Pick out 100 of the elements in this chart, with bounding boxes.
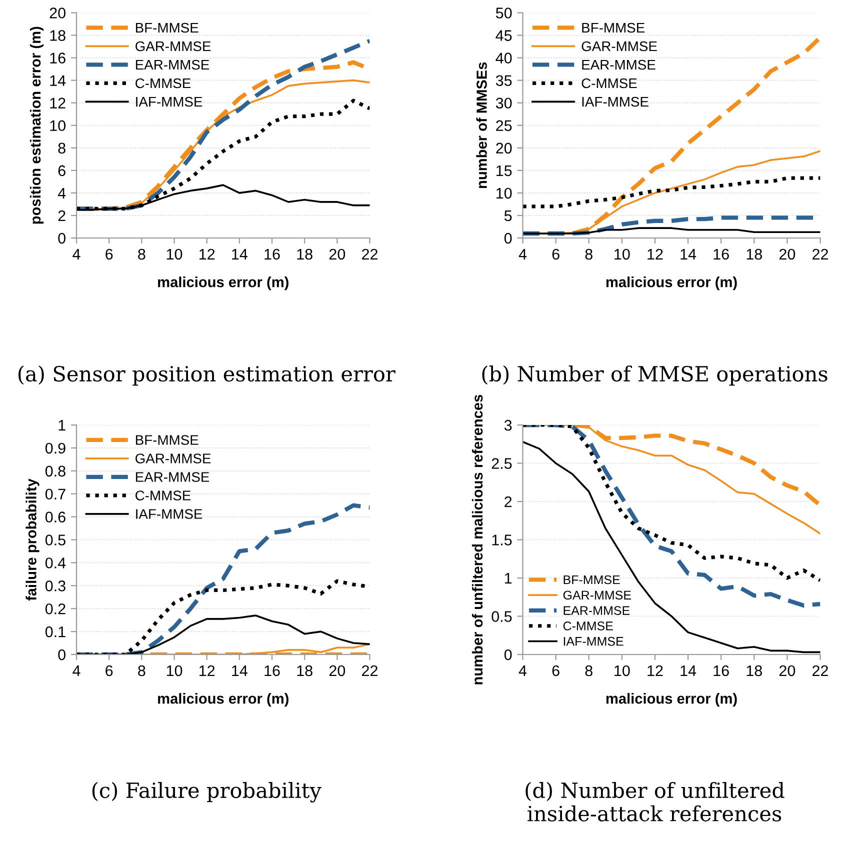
x-tick-label: 18 bbox=[746, 665, 762, 676]
text: (b) Number of MMSE operations bbox=[482, 366, 828, 386]
y-tick-label: 0 bbox=[58, 232, 66, 244]
x-tick-label: 14 bbox=[232, 665, 248, 676]
legend-label: GAR-MMSE bbox=[136, 41, 211, 52]
x-tick-label: 22 bbox=[362, 665, 378, 676]
legend-label: EAR-MMSE bbox=[136, 60, 210, 70]
y-tick-label: 0.3 bbox=[45, 580, 66, 592]
y-tick-label: 10 bbox=[496, 188, 512, 199]
legend-label: GAR-MMSE bbox=[563, 590, 631, 600]
legend-label: GAR-MMSE bbox=[582, 41, 657, 52]
x-tick-label: 16 bbox=[714, 665, 729, 676]
y-tick-label: 5 bbox=[504, 210, 512, 222]
legend-label: IAF-MMSE bbox=[136, 96, 202, 107]
y-tick-label: 8 bbox=[58, 142, 66, 154]
x-tick-label: 12 bbox=[648, 665, 663, 676]
text: (a) Sensor position estimation error bbox=[18, 366, 396, 386]
legend-label: EAR-MMSE bbox=[582, 60, 656, 70]
legend-label: EAR-MMSE bbox=[564, 606, 630, 615]
legend-label: IAF-MMSE bbox=[136, 509, 202, 519]
y-tick-label: 1 bbox=[505, 573, 512, 584]
y-tick-label: 2.5 bbox=[492, 458, 512, 469]
x-tick-label: 14 bbox=[680, 665, 696, 676]
legend-label: C-MMSE bbox=[136, 78, 191, 88]
y-tick-label: 40 bbox=[496, 52, 512, 64]
y-tick-label: 0 bbox=[58, 649, 66, 660]
x-tick-label: 16 bbox=[714, 248, 729, 260]
y-tick-label: 0.1 bbox=[45, 626, 66, 638]
x-tick-label: 16 bbox=[264, 248, 280, 260]
x-tick-label: 18 bbox=[297, 248, 312, 260]
y-tick-label: 0.2 bbox=[45, 603, 66, 614]
x-tick-label: 6 bbox=[106, 248, 113, 260]
y-tick-label: 4 bbox=[58, 188, 66, 198]
legend-label: IAF-MMSE bbox=[564, 636, 624, 646]
text: (c) Failure probability bbox=[92, 782, 322, 802]
y-tick-label: 0.5 bbox=[45, 534, 66, 546]
y-tick-label: 20 bbox=[50, 8, 66, 18]
x-tick-label: 18 bbox=[746, 248, 762, 260]
x-tick-label: 8 bbox=[585, 248, 592, 260]
x-axis-title: malicious error (m) bbox=[158, 693, 288, 707]
y-tick-label: 20 bbox=[496, 142, 512, 154]
legend-label: IAF-MMSE bbox=[582, 96, 648, 107]
y-tick-label: 14 bbox=[50, 75, 66, 86]
text: (d) Number of unfiltered inside-attack references bbox=[526, 782, 784, 822]
y-tick-label: 0.6 bbox=[45, 512, 66, 522]
legend-label: C-MMSE bbox=[582, 78, 637, 88]
x-tick-label: 10 bbox=[166, 665, 182, 676]
y-tick-label: 0.4 bbox=[45, 558, 66, 568]
x-tick-label: 4 bbox=[72, 665, 80, 676]
x-tick-label: 20 bbox=[779, 665, 796, 676]
x-tick-label: 20 bbox=[779, 248, 796, 260]
x-tick-label: 8 bbox=[138, 248, 146, 260]
y-tick-label: 0 bbox=[504, 649, 512, 660]
y-axis-title: position estimation error (m) bbox=[30, 26, 44, 224]
y-tick-label: 3 bbox=[504, 420, 512, 431]
x-tick-label: 12 bbox=[200, 248, 215, 260]
legend-label: BF-MMSE bbox=[564, 575, 620, 584]
y-tick-label: 18 bbox=[50, 30, 66, 41]
x-tick-label: 12 bbox=[200, 665, 215, 676]
y-tick-label: 0.5 bbox=[492, 611, 512, 622]
y-axis-title: failure probability bbox=[26, 478, 40, 601]
x-tick-label: 22 bbox=[812, 665, 828, 676]
y-tick-label: 25 bbox=[496, 120, 512, 132]
x-tick-label: 4 bbox=[518, 248, 527, 260]
legend-label: BF-MMSE bbox=[136, 435, 198, 445]
x-tick-label: 8 bbox=[585, 665, 592, 676]
y-tick-label: 45 bbox=[496, 30, 512, 41]
x-tick-label: 18 bbox=[297, 665, 312, 676]
x-tick-label: 8 bbox=[138, 665, 146, 676]
x-tick-label: 6 bbox=[552, 665, 560, 676]
x-tick-label: 16 bbox=[264, 665, 280, 676]
y-axis-title: number of unfiltered malicious references bbox=[472, 394, 483, 684]
y-tick-label: 1.5 bbox=[492, 534, 512, 546]
x-tick-label: 4 bbox=[518, 665, 527, 676]
x-axis-title: malicious error (m) bbox=[606, 276, 737, 290]
x-tick-label: 10 bbox=[166, 248, 182, 260]
y-tick-label: 10 bbox=[50, 120, 66, 132]
y-tick-label: 30 bbox=[496, 98, 512, 109]
y-tick-label: 1 bbox=[58, 420, 66, 431]
legend-label: C-MMSE bbox=[563, 622, 613, 630]
y-tick-label: 12 bbox=[50, 98, 66, 108]
x-axis-title: malicious error (m) bbox=[606, 693, 737, 707]
x-tick-label: 10 bbox=[614, 248, 630, 260]
legend-label: BF-MMSE bbox=[582, 22, 645, 33]
y-tick-label: 0.8 bbox=[45, 466, 66, 477]
legend-label: C-MMSE bbox=[136, 490, 191, 500]
x-tick-label: 10 bbox=[614, 665, 630, 676]
y-tick-label: 50 bbox=[496, 8, 512, 18]
x-tick-label: 12 bbox=[648, 248, 663, 260]
y-tick-label: 16 bbox=[50, 52, 66, 64]
x-tick-label: 6 bbox=[552, 248, 560, 260]
x-tick-label: 14 bbox=[680, 248, 696, 260]
x-tick-label: 22 bbox=[362, 248, 378, 260]
x-tick-label: 4 bbox=[72, 248, 80, 260]
x-tick-label: 14 bbox=[232, 248, 248, 260]
legend-label: EAR-MMSE bbox=[136, 472, 210, 482]
y-tick-label: 2 bbox=[504, 496, 512, 508]
x-tick-label: 6 bbox=[106, 665, 113, 676]
line-series bbox=[522, 176, 820, 208]
y-tick-label: 35 bbox=[496, 75, 512, 86]
